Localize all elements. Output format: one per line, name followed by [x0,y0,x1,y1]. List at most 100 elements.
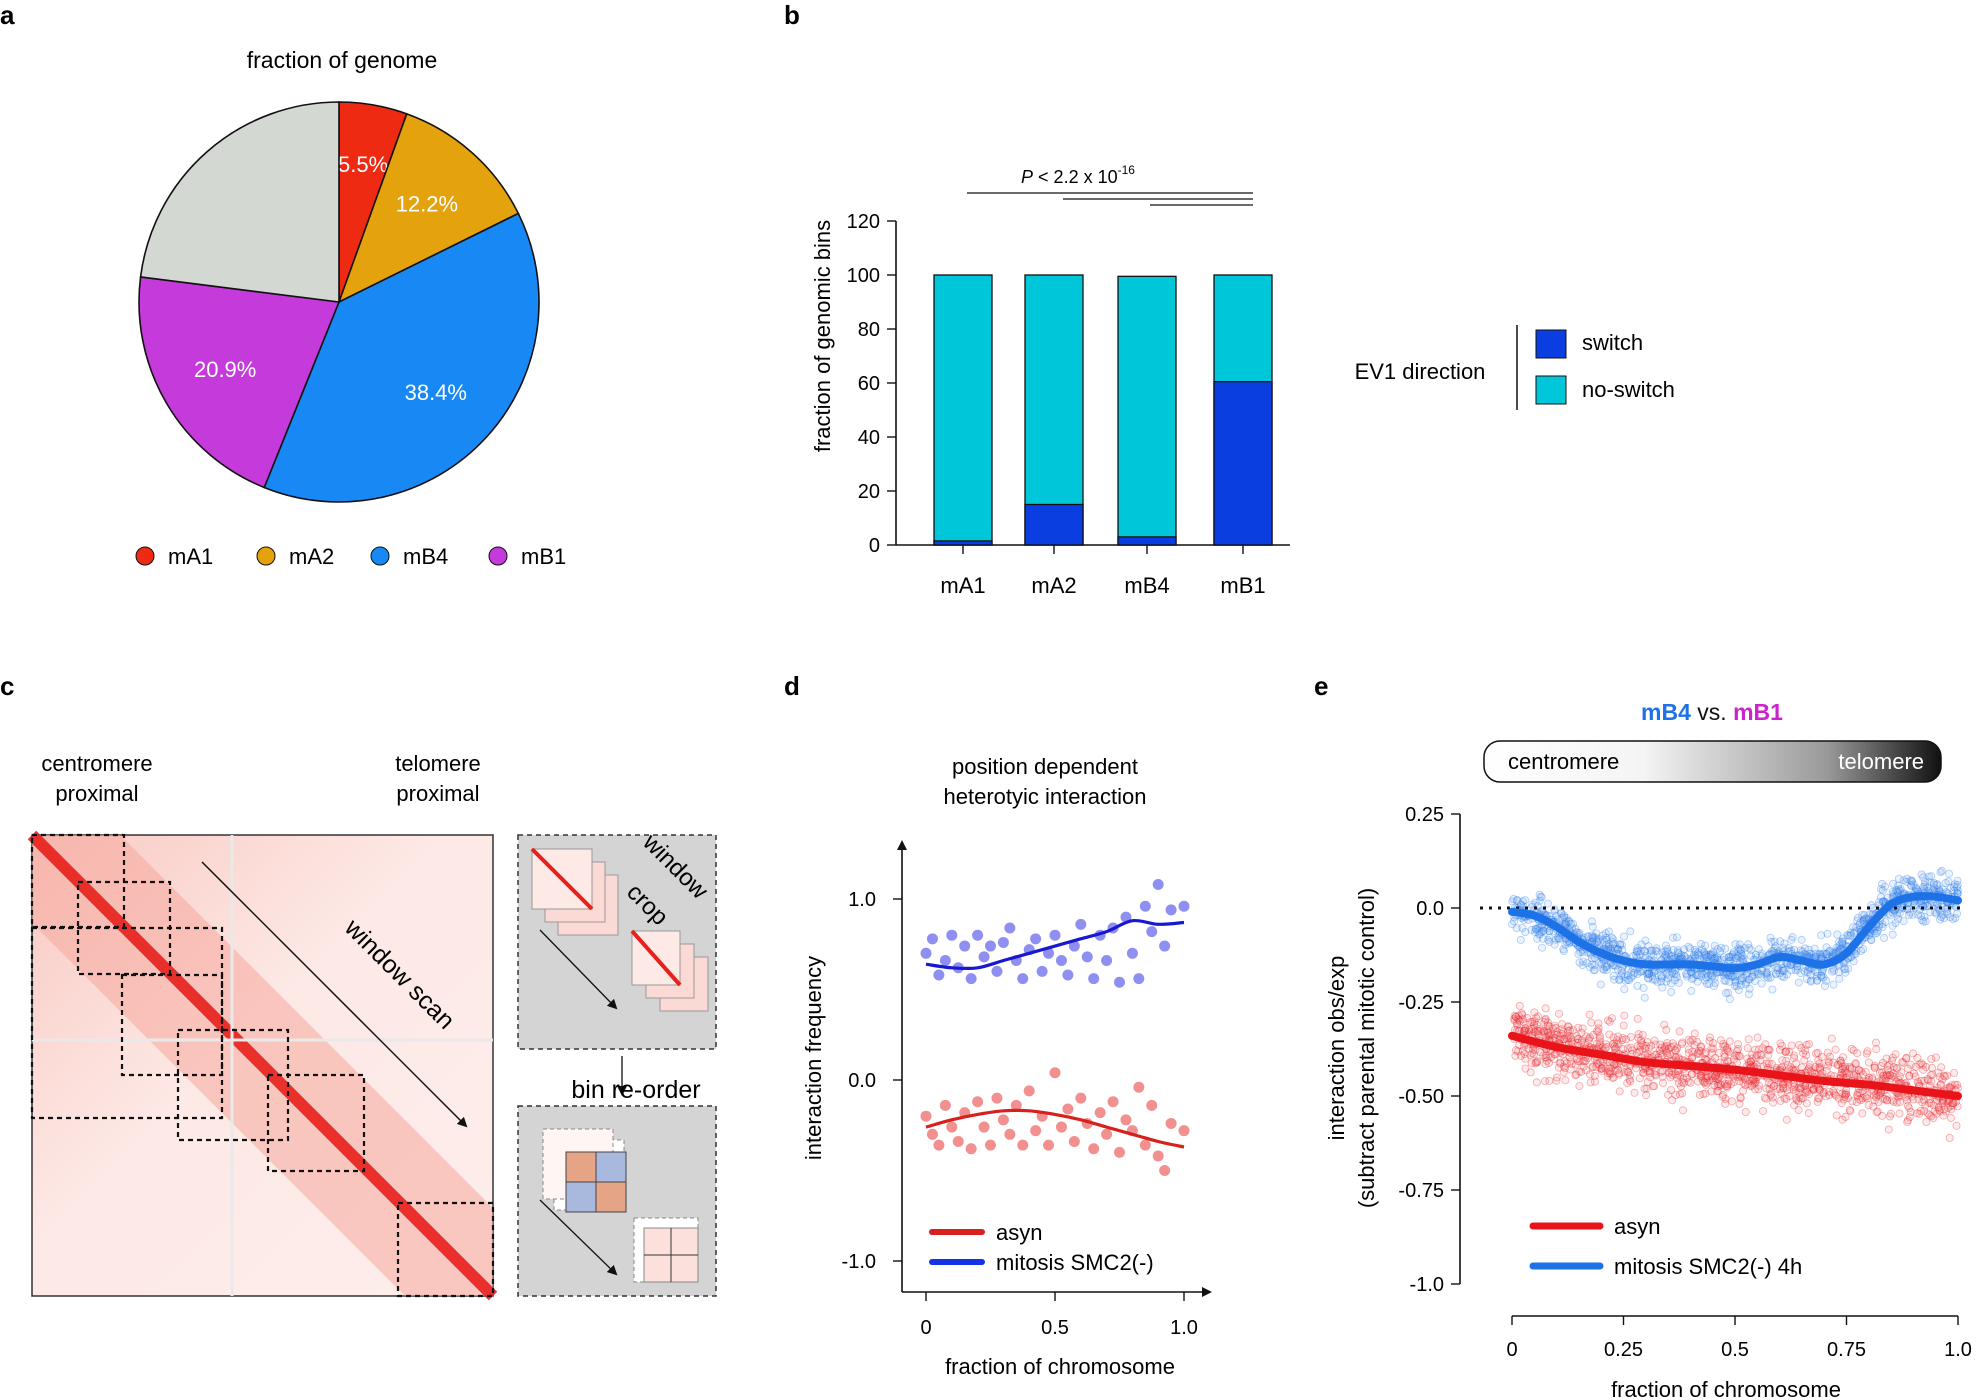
scatter-point [1146,926,1158,938]
scatter-point-asyn [1572,1070,1581,1079]
window-crop-box: window crop [517,828,717,1050]
scatter-point-asyn [1824,1061,1833,1070]
scatter-point-asyn [1754,1085,1763,1094]
x-tick-label: 0.5 [1721,1339,1749,1361]
scatter-point-asyn [1582,1066,1591,1075]
scatter-point-asyn [1525,1026,1534,1035]
scatter-point-asyn [1749,1079,1758,1088]
scatter-point-asyn [1521,1026,1530,1035]
scatter-point-asyn [1707,1087,1716,1096]
scatter-point-asyn [1597,1066,1606,1075]
scatter-point-mitosis [1936,915,1945,924]
scatter-point-asyn [1905,1071,1914,1080]
scatter-point-asyn [1727,1080,1736,1089]
scatter-point-asyn [1778,1056,1787,1065]
scatter-point-mitosis [1888,921,1897,930]
significance-annotation: P < 2.2 x 10-16 [967,163,1253,206]
panel-letter-e: e [1314,671,1328,701]
scatter-point-asyn [1511,1051,1520,1060]
scatter-point-asyn [1546,1053,1555,1062]
scatter-point-asyn [1555,1009,1564,1018]
scatter-point-asyn [1820,1088,1829,1097]
scatter-point-mitosis [1729,948,1738,957]
scatter-point-asyn [1847,1064,1856,1073]
scatter-point-asyn [1922,1062,1931,1071]
scatter-point-asyn [1521,1024,1530,1033]
scatter-point-asyn [1607,1069,1616,1078]
scatter-point [952,1136,964,1148]
scatter-point-asyn [1872,1093,1881,1102]
reorder-quad-red [565,1151,597,1183]
y-tick-label: 0.0 [848,1070,876,1092]
scatter-point-mitosis [1787,935,1796,944]
legend-label-ma2: mA2 [289,544,334,569]
scatter-point-asyn [1790,1101,1799,1110]
scatter-point-asyn [1928,1070,1937,1079]
scatter-point-mitosis [1694,951,1703,960]
legend-label-mitosis-e: mitosis SMC2(-) 4h [1614,1254,1802,1279]
scatter-point-asyn [1530,1021,1539,1030]
panel-d: d position dependent heterotyic interact… [784,671,1212,1379]
scatter-point-asyn [1668,1070,1677,1079]
scatter-point-mitosis [1780,939,1789,948]
scatter-point-asyn [1560,1057,1569,1066]
scatter-point-asyn [1679,1078,1688,1087]
scatter-point-asyn [1803,1088,1812,1097]
scatter-point-mitosis [1710,974,1719,983]
legend-label-mb1: mB1 [521,544,566,569]
scatter-point-asyn [1721,1099,1730,1108]
scatter-point-asyn [1512,1018,1521,1027]
scatter-point-asyn [1723,1083,1732,1092]
scatter-point-asyn [1513,1021,1522,1030]
scatter-point-asyn [1567,1060,1576,1069]
crop-arrow [539,929,618,1010]
scatter-point-asyn [1735,1099,1744,1108]
scatter-point [959,940,971,952]
scatter-point-asyn [1913,1077,1922,1086]
scatter-point-mitosis [1558,913,1567,922]
scatter-point [978,1121,990,1133]
scatter-point-asyn [1711,1072,1720,1081]
scatter-point-asyn [1935,1072,1944,1081]
scatter-point-asyn [1646,1069,1655,1078]
scatter-point-mitosis [1945,869,1954,878]
scatter-point [1068,1136,1080,1148]
scatter-point-asyn [1515,1001,1524,1010]
scatter-point-asyn [1602,1040,1611,1049]
hic-diagonal [27,830,498,1301]
scatter-point-asyn [1777,1089,1786,1098]
scatter-point-asyn [1718,1092,1727,1101]
scatter-point-asyn [1699,1076,1708,1085]
scatter-point-asyn [1659,1079,1668,1088]
scatter-point-mitosis [1846,928,1855,937]
scatter-point [1114,976,1125,988]
scatter-point-asyn [1530,1019,1539,1028]
scatter-point-asyn [1804,1090,1813,1099]
scatter-point-asyn [1822,1066,1831,1075]
reorder-tiles-stack-1 [542,1128,627,1213]
scatter-point [1030,933,1042,945]
scatter-point-asyn [1903,1096,1912,1105]
scatter-point-asyn [1687,1070,1696,1079]
scatter-point-asyn [1913,1054,1922,1063]
x-tick-label: 0 [920,1317,931,1339]
scatter-point-asyn [1564,1022,1573,1031]
scatter-point-asyn [1702,1048,1711,1057]
scatter-point-asyn [1542,1051,1551,1060]
scatter-point-asyn [1830,1090,1839,1099]
scatter-point-asyn [1592,1059,1601,1068]
panel-letter-c: c [0,671,14,701]
scatter-point-asyn [1723,1045,1732,1054]
scatter-point-asyn [1845,1106,1854,1115]
scatter-point-asyn [1541,1060,1550,1069]
scatter-point [1133,1081,1145,1093]
scatter-point-asyn [1533,1029,1542,1038]
scatter-point-asyn [1638,1040,1647,1049]
scatter-point-asyn [1652,1071,1661,1080]
scatter-point-asyn [1811,1063,1820,1072]
scatter-point-asyn [1723,1047,1732,1056]
scatter-point-asyn [1595,1037,1604,1046]
scatter-point-asyn [1905,1113,1914,1122]
bin-reorder-box [517,1105,717,1297]
scatter-point-mitosis [1510,917,1519,926]
